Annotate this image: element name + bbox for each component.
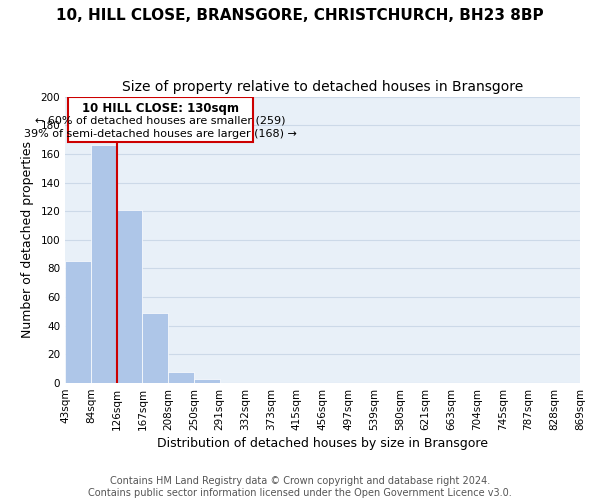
Text: Contains HM Land Registry data © Crown copyright and database right 2024.
Contai: Contains HM Land Registry data © Crown c… <box>88 476 512 498</box>
Text: 10 HILL CLOSE: 130sqm: 10 HILL CLOSE: 130sqm <box>82 102 239 114</box>
Bar <box>91 146 116 383</box>
Y-axis label: Number of detached properties: Number of detached properties <box>20 142 34 338</box>
Bar <box>168 372 194 383</box>
Title: Size of property relative to detached houses in Bransgore: Size of property relative to detached ho… <box>122 80 523 94</box>
FancyBboxPatch shape <box>68 96 253 142</box>
Text: 39% of semi-detached houses are larger (168) →: 39% of semi-detached houses are larger (… <box>24 129 297 139</box>
Bar <box>65 262 91 383</box>
X-axis label: Distribution of detached houses by size in Bransgore: Distribution of detached houses by size … <box>157 437 488 450</box>
Text: ← 60% of detached houses are smaller (259): ← 60% of detached houses are smaller (25… <box>35 115 286 125</box>
Text: 10, HILL CLOSE, BRANSGORE, CHRISTCHURCH, BH23 8BP: 10, HILL CLOSE, BRANSGORE, CHRISTCHURCH,… <box>56 8 544 22</box>
Bar <box>142 313 168 383</box>
Bar <box>194 379 220 383</box>
Bar <box>116 210 142 383</box>
